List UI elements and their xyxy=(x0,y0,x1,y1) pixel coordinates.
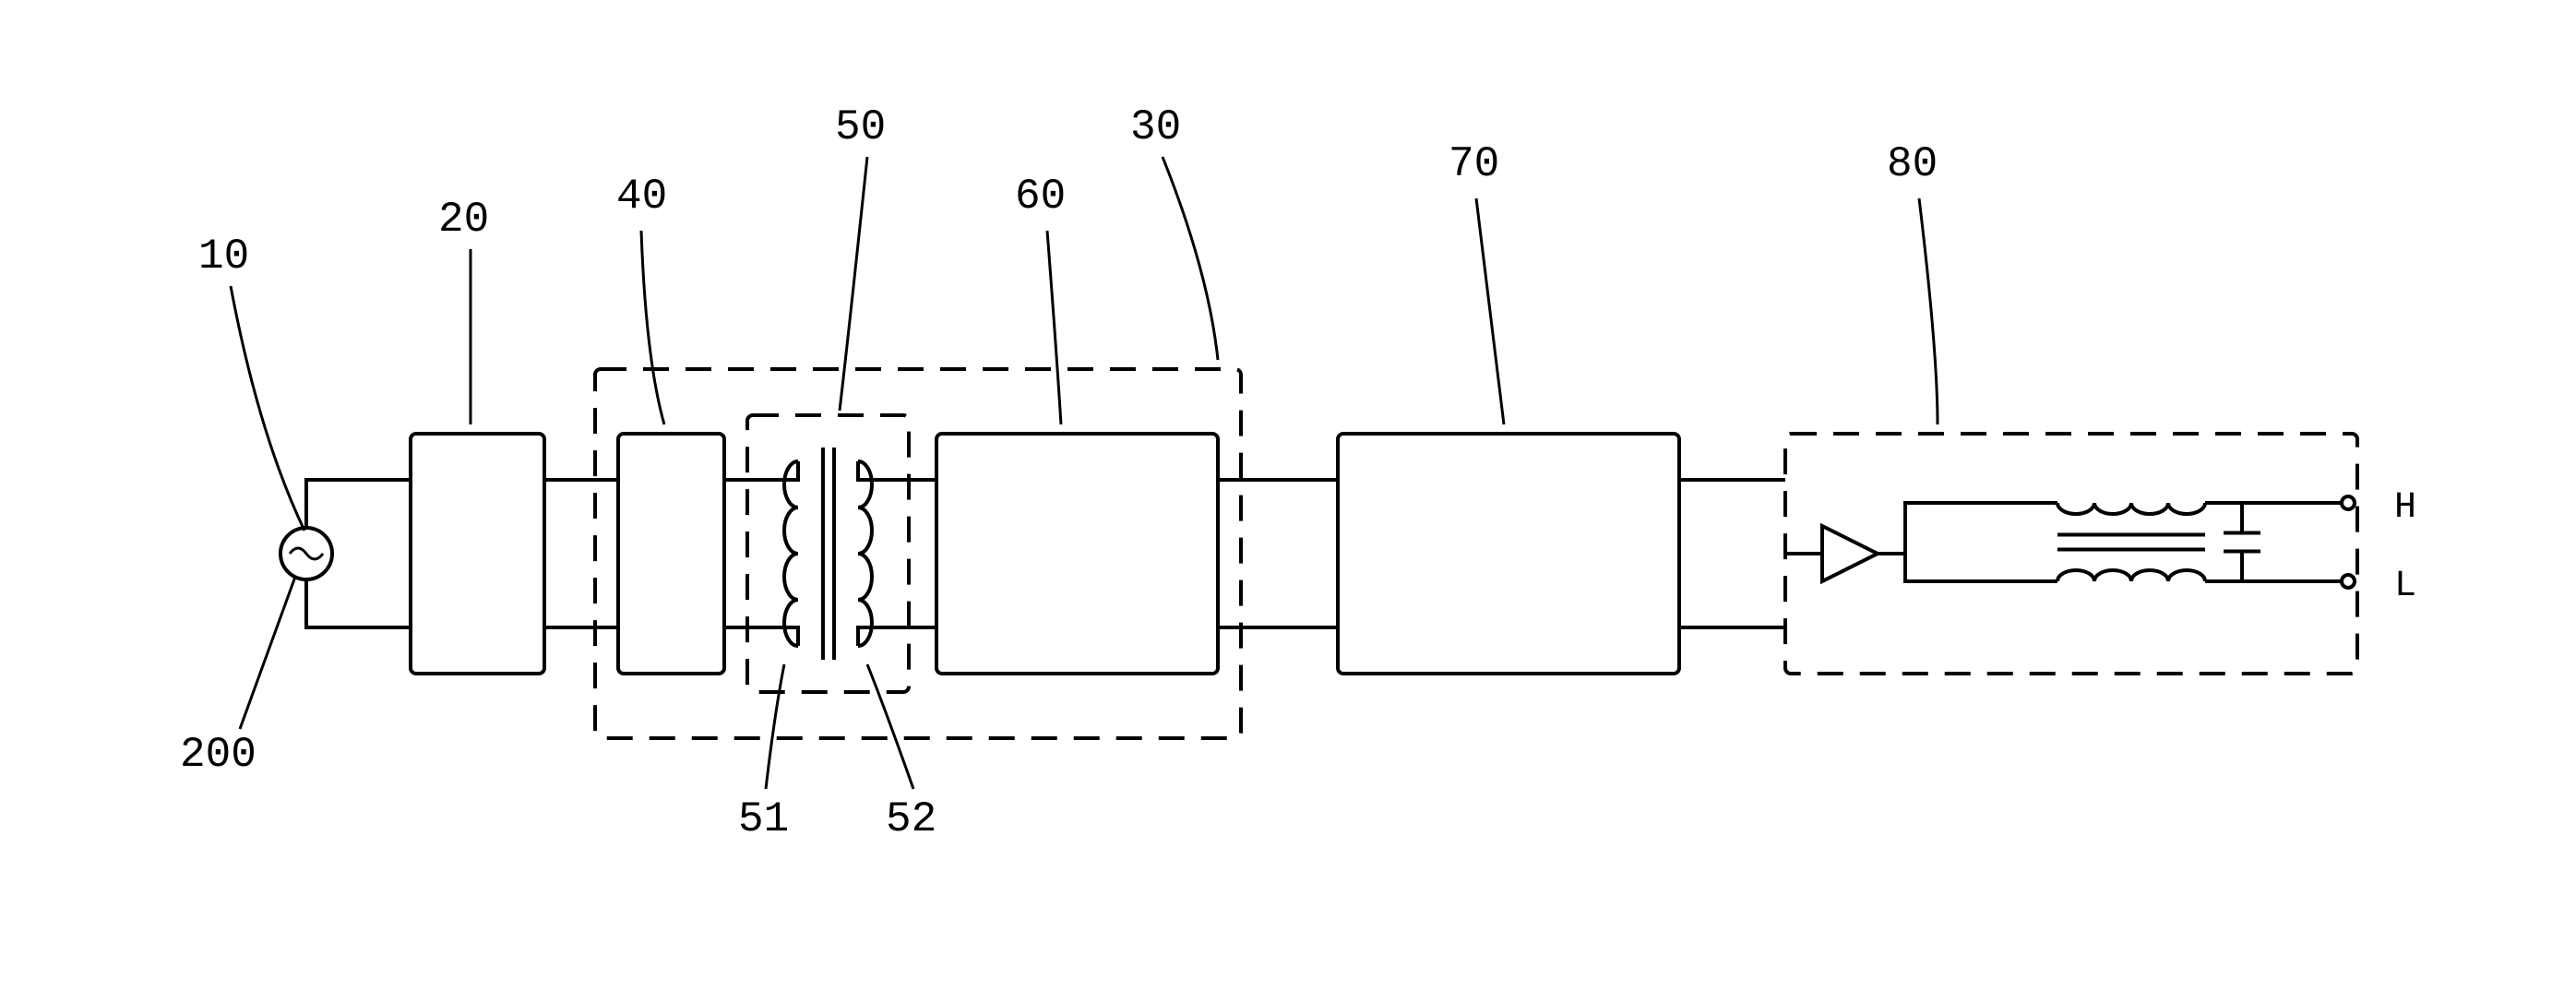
label-l200: 200 xyxy=(180,731,256,779)
label-l10: 10 xyxy=(198,233,249,281)
label-l50: 50 xyxy=(835,103,886,151)
node-H xyxy=(2342,496,2355,509)
label-l30: 30 xyxy=(1130,103,1181,151)
node-L xyxy=(2342,575,2355,588)
label-l40: 40 xyxy=(616,173,667,221)
label-l70: 70 xyxy=(1449,140,1499,188)
label-l80: 80 xyxy=(1887,140,1938,188)
canvas-bg xyxy=(0,0,2576,991)
label-l52: 52 xyxy=(886,795,936,843)
label-l51: 51 xyxy=(738,795,789,843)
label-L: L xyxy=(2394,566,2416,607)
label-l20: 20 xyxy=(438,196,489,244)
label-l60: 60 xyxy=(1015,173,1066,221)
label-H: H xyxy=(2394,487,2416,529)
